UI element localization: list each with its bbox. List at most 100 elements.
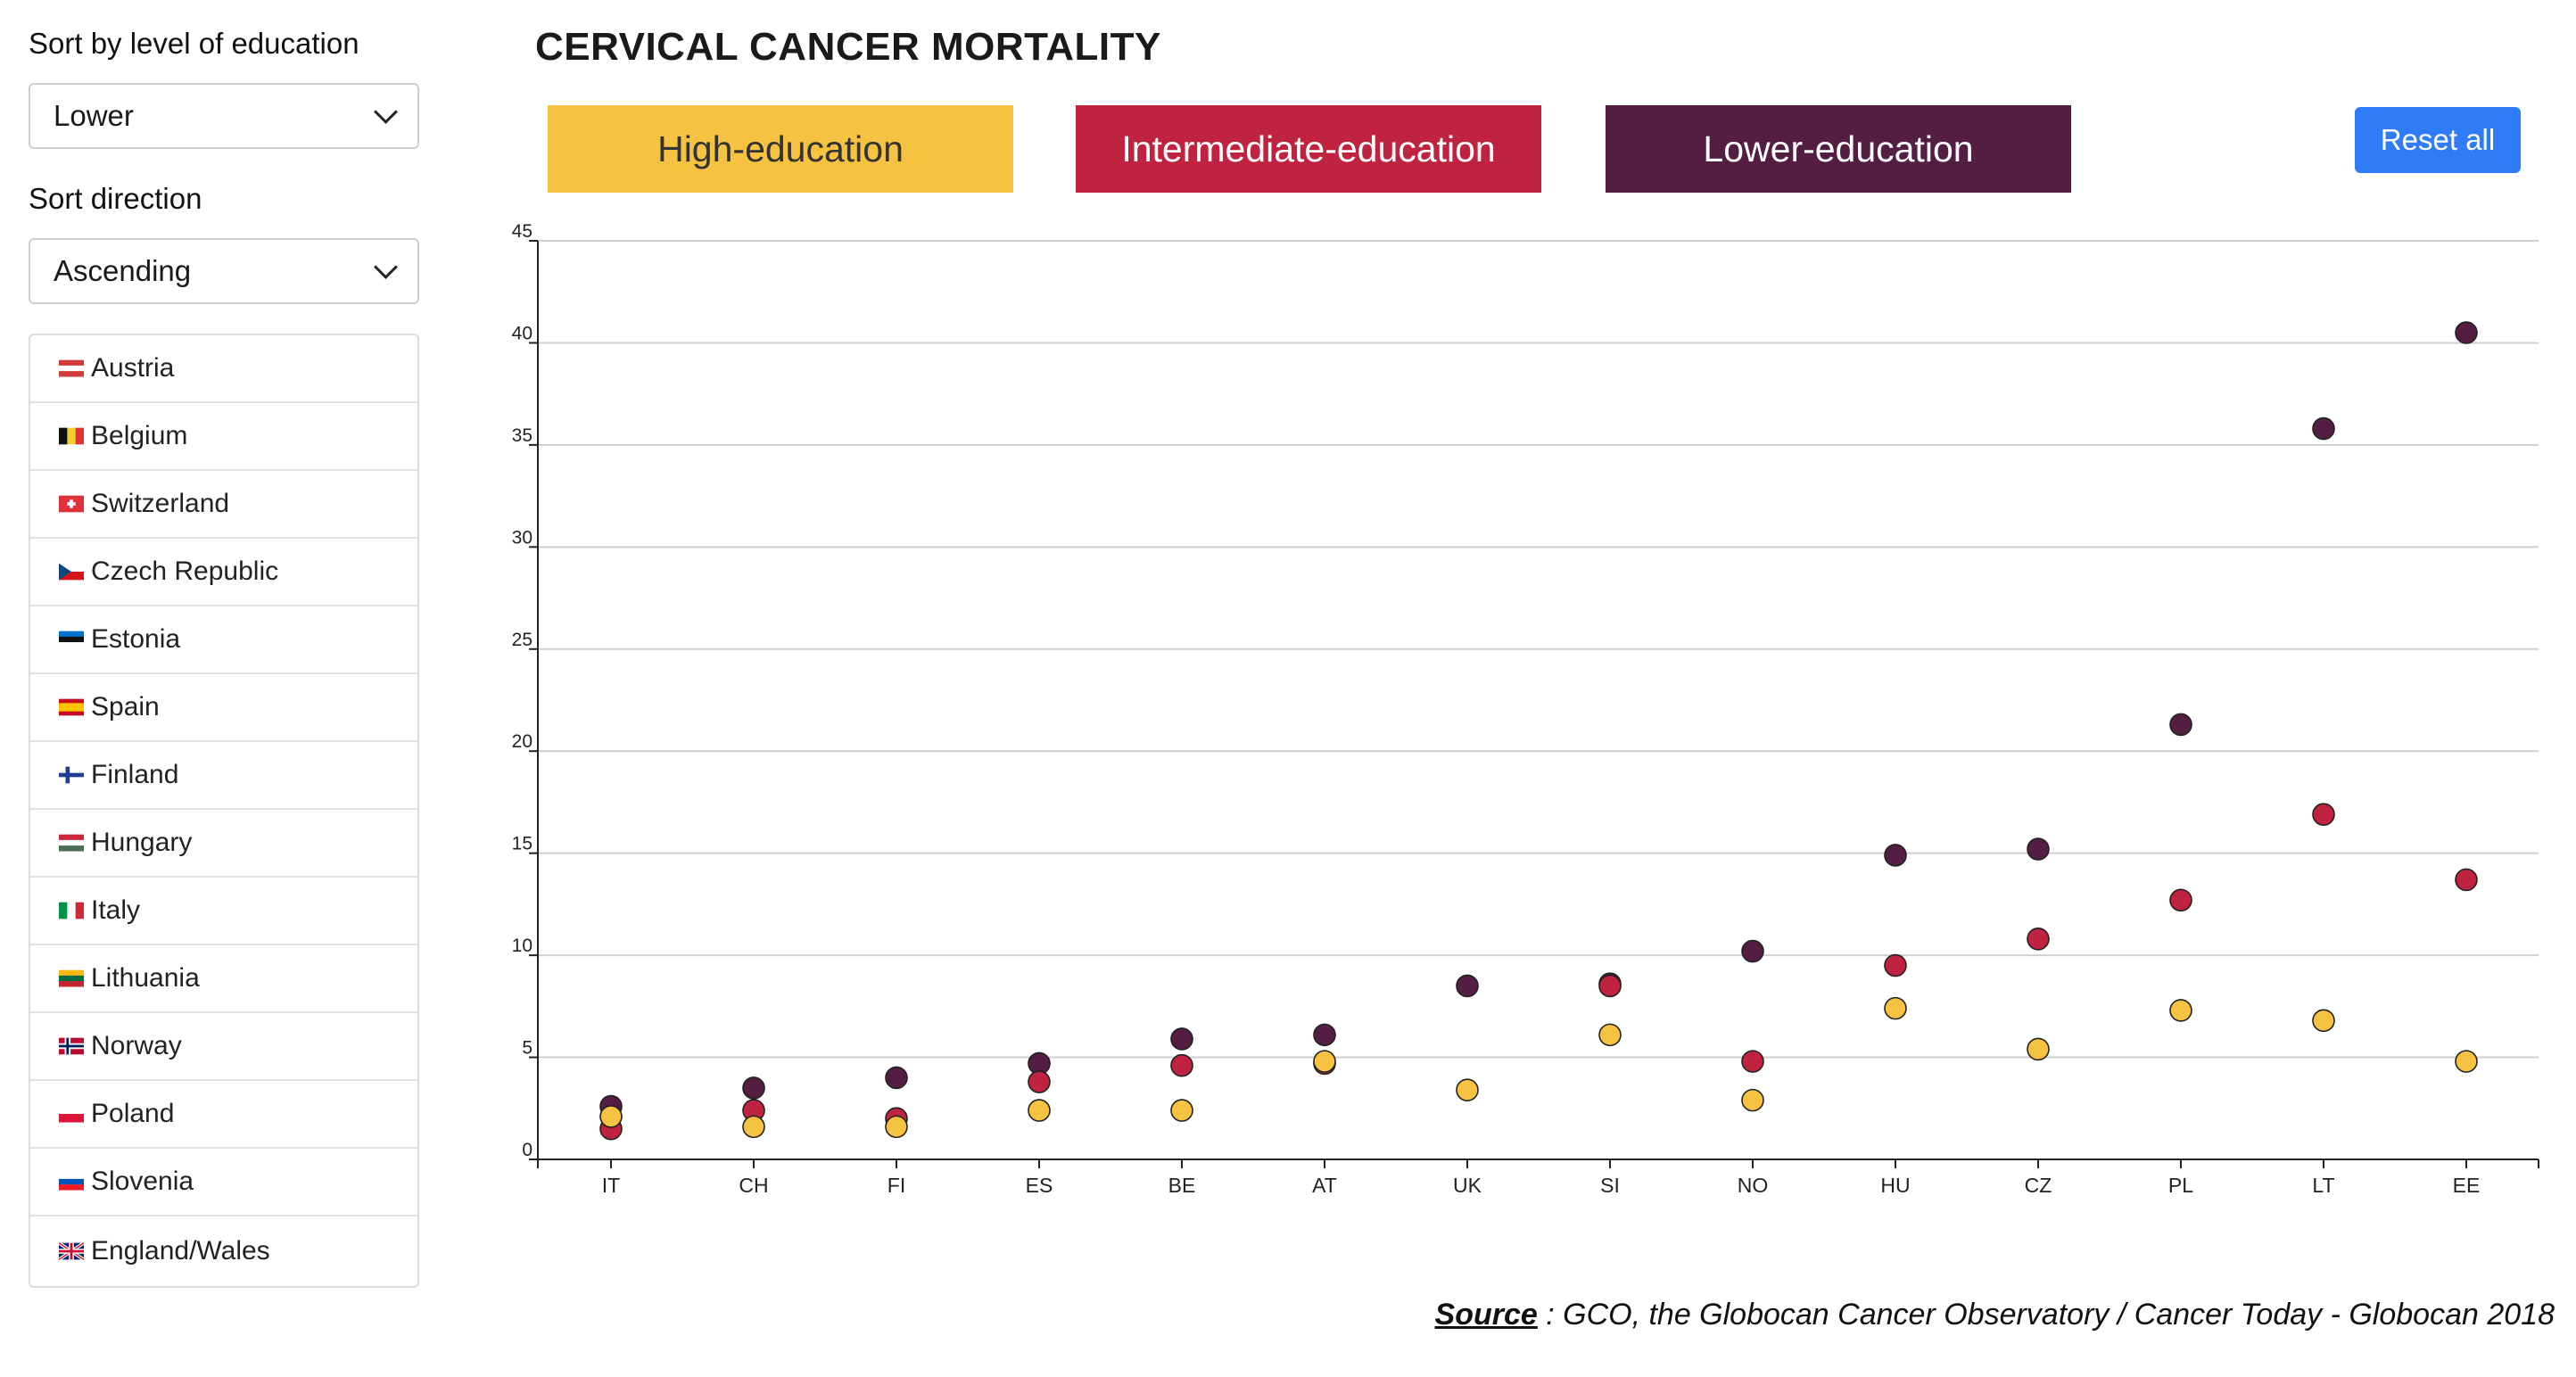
legend-intermediate-education[interactable]: Intermediate-education [1076,105,1541,193]
country-item[interactable]: Austria [30,335,417,403]
data-point [2169,713,2192,737]
country-name: Austria [91,353,175,383]
legend-lower-education[interactable]: Lower-education [1606,105,2071,193]
country-item[interactable]: Belgium [30,403,417,471]
country-name: Estonia [91,624,181,654]
country-item[interactable]: Italy [30,878,417,945]
x-tick-label: CZ [2025,1174,2052,1197]
y-tick-label: 25 [512,630,533,650]
x-tick-label: IT [602,1174,620,1197]
y-tick-label: 20 [512,731,533,752]
data-point [2455,321,2478,344]
y-tick-label: 45 [512,221,533,242]
data-point [1598,974,1622,998]
country-name: Belgium [91,421,188,450]
sort-level-value: Lower [54,99,134,132]
data-point [599,1105,623,1128]
x-tick-label: BE [1168,1174,1196,1197]
data-point [2027,837,2050,861]
flag-icon [59,902,84,919]
country-name: Finland [91,760,179,789]
x-tick-label: FI [888,1174,905,1197]
country-name: Poland [91,1099,175,1128]
x-tick-label: NO [1738,1174,1769,1197]
country-item[interactable]: Lithuania [30,945,417,1013]
country-name: Italy [91,895,141,925]
sort-direction-value: Ascending [54,254,192,287]
country-item[interactable]: Czech Republic [30,539,417,606]
legend-label: Lower-education [1703,128,1974,169]
data-point [1456,974,1479,998]
country-name: Hungary [91,828,193,857]
data-point [2312,416,2335,441]
data-point [1741,1050,1764,1073]
country-name: Norway [91,1031,182,1060]
data-point [2169,888,2192,912]
country-item[interactable]: Norway [30,1013,417,1081]
data-point [1884,953,1907,977]
x-tick-label: ES [1026,1174,1053,1197]
y-tick-label: 30 [512,527,533,548]
source-note: Source : GCO, the Globocan Cancer Observ… [1435,1298,2555,1332]
flag-icon [59,631,84,648]
y-tick-label: 5 [522,1038,533,1059]
x-tick-label: PL [2168,1174,2193,1197]
flag-icon [59,969,84,987]
country-name: Czech Republic [91,557,279,586]
page-title: CERVICAL CANCER MORTALITY [535,25,1161,69]
x-tick-label: LT [2312,1174,2334,1197]
data-point [1170,1053,1193,1077]
flag-icon [59,495,84,513]
sort-direction-select[interactable]: Ascending [29,238,419,304]
data-point [742,1076,765,1100]
x-tick-label: EE [2453,1174,2481,1197]
country-item[interactable]: Poland [30,1081,417,1149]
flag-icon [59,766,84,784]
country-item[interactable]: Finland [30,742,417,810]
y-tick-label: 40 [512,323,533,343]
data-point [1741,939,1764,963]
sort-level-select[interactable]: Lower [29,83,419,149]
y-tick-label: 10 [512,936,533,956]
data-point [1170,1099,1193,1122]
legend-label: Intermediate-education [1121,128,1496,169]
data-point [2027,1037,2050,1061]
country-item[interactable]: Estonia [30,606,417,674]
flag-icon [59,1173,84,1191]
source-text: : GCO, the Globocan Cancer Observatory /… [1537,1298,2555,1332]
flag-icon [59,834,84,852]
y-tick-label: 15 [512,834,533,854]
y-tick-label: 0 [522,1140,533,1160]
country-name: Lithuania [91,963,200,993]
reset-all-button[interactable]: Reset all [2355,107,2521,173]
data-point [2455,868,2478,892]
country-item[interactable]: England/Wales [30,1216,417,1286]
data-point [1313,1050,1336,1073]
data-point [2312,1009,2335,1033]
country-name: England/Wales [91,1236,270,1266]
data-point [1028,1070,1051,1093]
country-name: Spain [91,692,160,721]
flag-icon [59,359,84,377]
data-point [1170,1027,1193,1051]
source-prefix: Source [1434,1298,1538,1332]
flag-icon [59,1242,84,1260]
data-point [2312,803,2335,826]
data-point [885,1115,908,1139]
x-tick-label: UK [1453,1174,1482,1197]
legend-high-education[interactable]: High-education [548,105,1013,193]
data-point [2455,1050,2478,1073]
country-item[interactable]: Switzerland [30,471,417,539]
flag-icon [59,563,84,581]
y-tick-label: 35 [512,425,533,446]
flag-icon [59,427,84,445]
country-item[interactable]: Slovenia [30,1149,417,1216]
sort-direction-label: Sort direction [29,182,202,215]
data-point [2169,999,2192,1022]
country-item[interactable]: Hungary [30,810,417,878]
x-tick-label: SI [1600,1174,1620,1197]
data-point [885,1066,908,1090]
country-item[interactable]: Spain [30,674,417,742]
data-point [1598,1023,1622,1047]
data-point [2027,928,2050,951]
